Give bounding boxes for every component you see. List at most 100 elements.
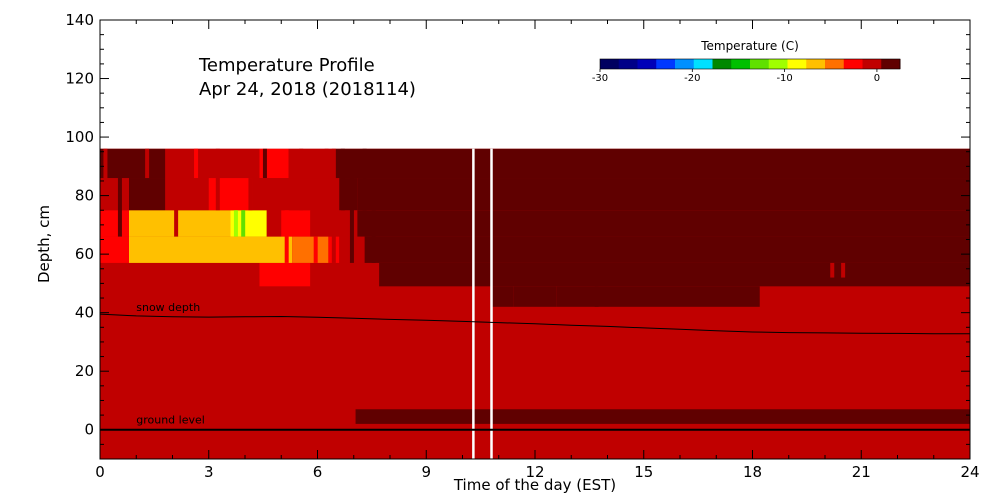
heatmap-stripe <box>194 148 199 179</box>
heatmap-cell <box>357 210 970 237</box>
heatmap-cell <box>335 148 970 179</box>
colorbar-cell <box>675 59 695 69</box>
chart-subtitle: Apr 24, 2018 (2018114) <box>199 79 416 100</box>
heatmap-stripe <box>362 148 367 211</box>
heatmap-stripe <box>349 178 354 263</box>
y-tick-label: 0 <box>84 421 94 439</box>
heatmap-stripe <box>830 262 835 278</box>
colorbar-cell <box>618 59 638 69</box>
colorbar-cell <box>750 59 770 69</box>
heatmap-stripe <box>174 178 179 237</box>
colorbar-cell <box>843 59 863 69</box>
colorbar-frame <box>599 58 901 70</box>
colorbar: Temperature (C) -30 -20 -10 0 <box>592 39 901 84</box>
colorbar-cell <box>637 59 657 69</box>
x-axis-title: Time of the day (EST) <box>453 476 616 494</box>
y-tick-label: 60 <box>75 245 94 263</box>
y-tick-label: 100 <box>65 128 94 146</box>
heatmap-stripe <box>241 210 246 237</box>
heatmap-stripe <box>262 148 267 179</box>
y-tick-label: 40 <box>75 304 94 322</box>
heatmap-stripe <box>215 148 220 211</box>
heatmap-cell <box>364 236 970 263</box>
heatmap-cell <box>129 210 231 237</box>
heatmap-cell <box>252 178 274 211</box>
heatmap-cell <box>821 262 858 278</box>
colorbar-cell <box>881 59 901 69</box>
heatmap-cell <box>187 178 209 211</box>
x-tick-label: 3 <box>204 463 214 481</box>
x-tick-label: 12 <box>525 463 544 481</box>
heatmap-cell <box>513 286 557 307</box>
heatmap-cell <box>208 178 253 211</box>
y-tick-label: 140 <box>65 11 94 29</box>
heatmap-cell <box>100 148 166 179</box>
colorbar-tick-label: -30 <box>592 73 608 84</box>
heatmap-stripe <box>117 178 122 237</box>
colorbar-cell <box>656 59 676 69</box>
x-tick-label: 9 <box>421 463 431 481</box>
heatmap-cell <box>709 286 760 307</box>
colorbar-title: Temperature (C) <box>700 39 799 53</box>
heatmap-cell <box>129 178 166 211</box>
colorbar-cell <box>731 59 751 69</box>
heatmap-stripe <box>299 148 304 211</box>
heatmap-cell <box>556 286 608 307</box>
heatmap-cell <box>355 409 970 424</box>
heatmap-cell <box>379 262 970 287</box>
y-tick-label: 120 <box>65 70 94 88</box>
heatmap-cell <box>100 210 129 237</box>
heatmap-cell <box>212 262 260 287</box>
x-tick-label: 6 <box>313 463 323 481</box>
x-tick-label: 24 <box>960 463 979 481</box>
heatmap-stripe <box>103 148 108 211</box>
heatmap-stripe <box>248 178 253 211</box>
heatmap-stripe <box>313 236 318 263</box>
colorbar-cell <box>862 59 882 69</box>
y-tick-label: 20 <box>75 362 94 380</box>
heatmap-cell <box>607 286 709 307</box>
heatmap-cell <box>230 148 260 179</box>
x-tick-label: 0 <box>95 463 105 481</box>
heatmap-layer <box>100 148 970 460</box>
heatmap-cell <box>357 178 970 211</box>
overlay-layer: ground level snow depth <box>99 148 970 459</box>
colorbar-cell <box>693 59 713 69</box>
heatmap-cell <box>266 210 282 237</box>
heatmap-cell <box>310 210 336 237</box>
heatmap-cell <box>491 286 514 307</box>
x-tick-label: 15 <box>634 463 653 481</box>
heatmap-cell <box>310 262 336 287</box>
colorbar-tick-label: 0 <box>874 73 880 84</box>
heatmap-stripe <box>284 210 289 263</box>
colorbar-cell <box>787 59 807 69</box>
colorbar-cell <box>712 59 732 69</box>
heatmap-cell <box>100 236 129 263</box>
y-axis-title: Depth, cm <box>35 205 53 283</box>
heatmap-cell <box>129 236 293 263</box>
heatmap-stripe <box>594 286 599 307</box>
colorbar-cell <box>825 59 845 69</box>
heatmap-cell <box>168 262 213 287</box>
x-tick-label: 21 <box>852 463 871 481</box>
heatmap-stripe <box>841 262 846 278</box>
colorbar-tick-label: -20 <box>684 73 700 84</box>
y-tick-label: 80 <box>75 187 94 205</box>
heatmap-stripe <box>371 210 376 263</box>
snow-depth-line <box>99 313 970 335</box>
colorbar-tick-label: -10 <box>776 73 792 84</box>
colorbar-cell <box>768 59 788 69</box>
snow-depth-label: snow depth <box>136 301 200 314</box>
colorbar-cell <box>600 59 620 69</box>
heatmap-cell <box>346 262 380 287</box>
heatmap-stripe <box>340 148 345 211</box>
heatmap-stripe <box>145 148 150 179</box>
chart-title: Temperature Profile <box>198 55 375 76</box>
heatmap-cell <box>259 262 311 287</box>
heatmap-cell <box>335 262 347 287</box>
heatmap-stripe <box>331 148 336 263</box>
ground-level-label: ground level <box>136 414 205 427</box>
colorbar-cell <box>806 59 826 69</box>
heatmap-cell <box>292 236 329 263</box>
